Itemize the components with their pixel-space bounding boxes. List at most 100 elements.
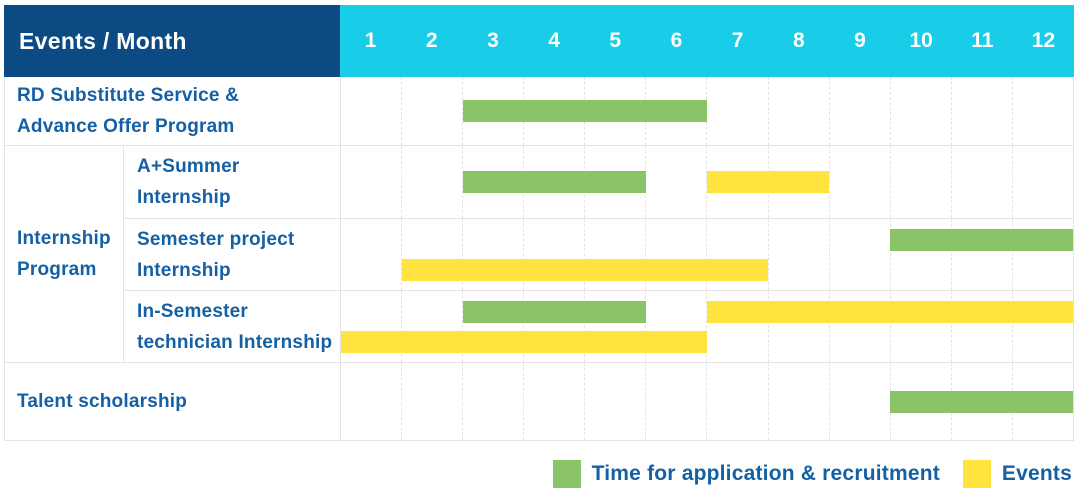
month-gridline-column: [889, 146, 951, 218]
month-gridline-column: [1011, 291, 1073, 362]
month-gridline-column: [401, 363, 462, 440]
gantt-bar-application: [890, 390, 1073, 413]
bar-line: [341, 330, 1073, 353]
gantt-bar-event: [402, 258, 768, 281]
row-group-label-line: Internship: [17, 228, 111, 249]
month-gridline-column: [950, 146, 1012, 218]
month-gridline-column: [584, 363, 645, 440]
header-title: Events / Month: [4, 5, 340, 77]
gantt-bar-event: [707, 171, 829, 193]
month-gridline-column: [462, 291, 523, 362]
month-header-strip: 1 2 3 4 5 6 7 8 9 10 11 12: [340, 5, 1074, 77]
month-header-cell: 11: [971, 29, 994, 52]
row-band: Talent scholarship: [5, 362, 1073, 440]
table-row: In-Semester technician Internship: [124, 290, 1073, 362]
row-group-rows: [340, 77, 1073, 145]
table-body: RD Substitute Service & Advance Offer Pro…: [4, 77, 1074, 441]
month-gridline-column: [950, 219, 1012, 290]
month-header-cell: 9: [854, 29, 866, 52]
month-gridline-column: [462, 146, 523, 218]
month-gridline-column: [1011, 77, 1073, 145]
month-gridline-column: [401, 77, 462, 145]
gantt-bar-application: [463, 100, 707, 122]
legend-swatch-application: [552, 460, 581, 488]
row-sublabel-line: technician Internship: [137, 331, 333, 353]
month-header-cell: 2: [425, 29, 438, 52]
gantt-chart-cell: [340, 291, 1073, 362]
month-gridline-column: [523, 291, 584, 362]
table-row: Semester project Internship: [124, 218, 1073, 290]
month-gridline-column: [767, 291, 829, 362]
row-sublabel-line: In-Semester: [137, 300, 248, 322]
month-header-cell: 10: [909, 29, 933, 52]
row-group-label-line: Talent scholarship: [17, 391, 188, 412]
month-gridline-column: [1011, 146, 1073, 218]
month-header-cell: 1: [364, 29, 377, 52]
row-band: Internship Program A+Summer Internship Semes…: [5, 145, 1073, 362]
row-sublabel: A+Summer Internship: [124, 146, 340, 218]
month-gridline-column: [767, 77, 829, 145]
bar-line: [341, 100, 1073, 122]
month-header-cell: 4: [548, 29, 560, 52]
month-gridline-column: [706, 146, 767, 218]
month-gridline-column: [950, 291, 1012, 362]
month-gridlines: [341, 291, 1073, 362]
row-sublabel: In-Semester technician Internship: [124, 291, 340, 362]
gantt-chart-cell: [340, 146, 1073, 218]
month-gridline-column: [645, 291, 706, 362]
month-gridline-column: [950, 77, 1012, 145]
table-row: [340, 363, 1073, 440]
row-band: RD Substitute Service & Advance Offer Pro…: [5, 77, 1073, 145]
month-gridline-column: [767, 219, 829, 290]
gantt-bar-event: [341, 330, 707, 353]
row-sublabel-line: Semester project: [137, 228, 295, 250]
legend-label: Time for application & recruitment: [591, 462, 940, 485]
month-gridline-column: [706, 291, 767, 362]
bar-lines: [341, 219, 1073, 290]
month-gridline-column: [401, 219, 462, 290]
month-gridline-column: [462, 363, 523, 440]
row-sublabel: Semester project Internship: [124, 219, 340, 290]
month-header-cell: 12: [1031, 29, 1056, 52]
month-gridline-column: [706, 219, 767, 290]
month-gridline-column: [584, 219, 645, 290]
month-header-cell: 8: [792, 29, 805, 52]
row-group-label: Talent scholarship: [5, 363, 340, 440]
bar-lines: [341, 363, 1073, 440]
legend-swatch-event: [962, 460, 991, 488]
month-gridlines: [341, 219, 1073, 290]
bar-lines: [341, 77, 1073, 145]
row-group-label-line: RD Substitute Service &: [17, 85, 240, 106]
gantt-bar-application: [890, 228, 1073, 251]
month-gridline-column: [828, 291, 890, 362]
month-gridline-column: [828, 219, 890, 290]
month-gridline-column: [767, 363, 829, 440]
month-gridline-column: [889, 77, 951, 145]
month-gridline-column: [523, 219, 584, 290]
month-gridline-column: [889, 219, 951, 290]
bar-lines: [341, 146, 1073, 218]
month-gridline-column: [523, 363, 584, 440]
month-header-cell: 6: [670, 29, 683, 52]
month-gridline-column: [645, 363, 706, 440]
legend: Time for application & recruitment Events: [552, 460, 1072, 488]
month-gridline-column: [828, 77, 890, 145]
row-group-rows: A+Summer Internship Semester project Intern…: [124, 146, 1073, 362]
table-header-row: Events / Month 1 2 3 4 5 6 7 8 9 10 11 12: [4, 5, 1074, 77]
row-group-label-line: Program: [17, 259, 97, 280]
row-sublabel-line: Internship: [137, 187, 231, 208]
gantt-chart-cell: [340, 363, 1073, 440]
bar-line: [341, 258, 1073, 281]
bar-line: [341, 300, 1073, 323]
month-gridline-column: [462, 219, 523, 290]
bar-line: [341, 228, 1073, 251]
month-gridline-column: [828, 363, 890, 440]
month-gridline-column: [889, 291, 951, 362]
month-gridline-column: [401, 291, 462, 362]
bar-line: [341, 171, 1073, 193]
row-group-label: Internship Program: [5, 146, 124, 362]
row-group-label: RD Substitute Service & Advance Offer Pro…: [5, 77, 340, 145]
bar-lines: [341, 291, 1073, 362]
month-gridline-column: [584, 291, 645, 362]
